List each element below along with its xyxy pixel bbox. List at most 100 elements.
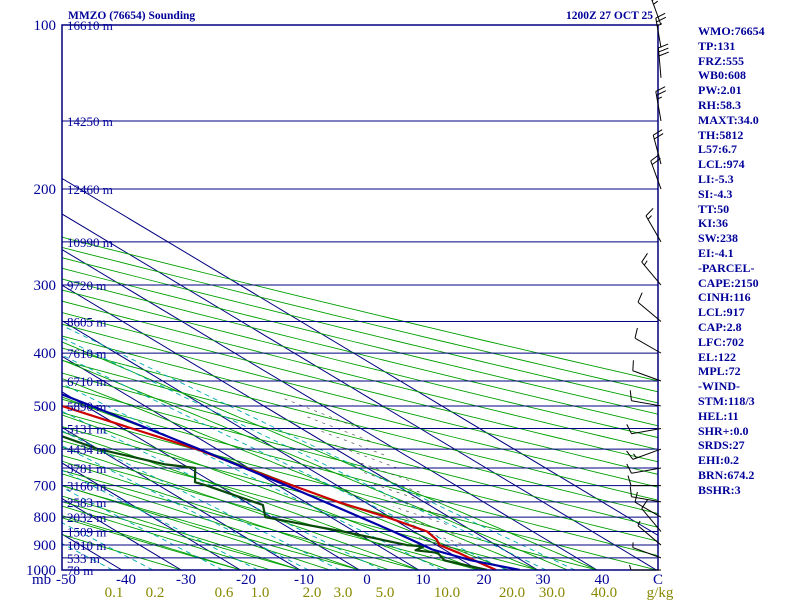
wind-barb-half-flag <box>629 564 632 571</box>
station-title: MMZO (76654) Sounding <box>68 10 195 22</box>
dewpoint-point <box>206 485 208 487</box>
wind-barb-staff <box>634 501 662 518</box>
parcel-point <box>286 485 288 487</box>
dry-adiabat-line <box>62 412 658 570</box>
wind-barb-flag <box>655 86 666 92</box>
pressure-label: 200 <box>34 182 57 198</box>
sounding-time: 1200Z 27 OCT 25 <box>566 10 653 22</box>
dry-adiabat-line <box>62 534 183 570</box>
wind-barb <box>629 390 662 407</box>
mixing-ratio-tick-label: 1.0 <box>251 585 270 600</box>
index-line: LFC:702 <box>698 334 744 349</box>
wind-barb-staff <box>634 337 662 354</box>
temperature-point <box>386 516 388 518</box>
temperature-tick-label: -10 <box>294 572 314 588</box>
height-label: 7610 m <box>67 346 106 361</box>
wind-barb-staff <box>655 17 662 48</box>
mixing-ratio-tick-label: 2.0 <box>303 585 322 600</box>
wind-barb-flag <box>627 475 632 486</box>
height-label: 2032 m <box>67 510 106 525</box>
dry-adiabat-line <box>62 469 421 570</box>
wind-barb-half-flag <box>643 260 648 266</box>
wind-barb-flag <box>650 154 660 162</box>
wind-barb-flag <box>637 292 643 303</box>
dry-adiabat-line <box>62 359 658 515</box>
wind-barb-flag <box>658 47 669 53</box>
wind-barb-flag <box>656 16 667 23</box>
dewpoint-point <box>164 463 166 465</box>
height-label: 12460 m <box>67 182 113 197</box>
pressure-label: 800 <box>34 510 57 526</box>
index-line: BSHR:3 <box>698 482 741 497</box>
height-label: 1509 m <box>67 525 106 540</box>
wind-barb-staff <box>645 215 662 243</box>
wind-barb-staff <box>651 0 662 26</box>
wind-barb <box>655 12 667 48</box>
temperature-tick-label: -20 <box>236 572 256 588</box>
dewpoint-point <box>406 544 408 546</box>
plot-frame <box>61 24 659 571</box>
height-label: 5890 m <box>67 399 106 414</box>
theta-e-guide <box>409 526 462 545</box>
wind-barb-flag <box>656 90 667 96</box>
temperature-tick-label: 40 <box>595 572 610 588</box>
temperature-point <box>337 501 339 503</box>
theta-e-guide <box>348 458 410 481</box>
dry-adiabat-line <box>62 440 540 570</box>
dry-adiabat-line <box>62 236 658 382</box>
dewpoint-point <box>342 530 344 533</box>
wind-barb <box>652 129 664 165</box>
wind-barb <box>629 486 662 503</box>
pressure-label: 300 <box>34 278 57 294</box>
dry-adiabat-line <box>62 517 243 570</box>
height-label: 533 m <box>67 551 100 566</box>
wind-barb <box>637 292 662 322</box>
dry-adiabat-line <box>62 485 362 570</box>
moist-adiabat-line <box>62 460 390 570</box>
wind-barb-staff <box>652 135 662 165</box>
dry-adiabat-line <box>62 372 658 528</box>
wind-barb-flag <box>641 253 648 263</box>
wind-barb-staff <box>631 467 662 474</box>
pressure-label: 1000 <box>26 563 56 579</box>
dry-adiabat-line <box>62 347 658 501</box>
temperature-tick-label: -40 <box>116 572 136 588</box>
wind-barb-flag <box>655 12 666 19</box>
temperature-point <box>457 552 460 554</box>
pressure-label: 900 <box>34 538 57 554</box>
index-line: -PARCEL- <box>698 260 755 275</box>
index-line: TP:131 <box>698 38 736 53</box>
theta-e-guide <box>383 495 439 515</box>
wind-barb-half-flag <box>653 0 658 5</box>
index-line: EI:-4.1 <box>698 245 734 260</box>
height-label: 6710 m <box>67 374 106 389</box>
dry-adiabat-line <box>62 398 658 557</box>
temperature-point <box>292 485 294 487</box>
index-line: KI:36 <box>698 216 728 231</box>
temperature-tick-label: 30 <box>536 572 551 588</box>
mixing-ratio-tick-label: 40.0 <box>591 585 617 600</box>
parcel-profile <box>62 393 521 570</box>
wind-barb-flag <box>629 390 632 401</box>
mixing-ratio-line <box>62 430 341 570</box>
mixing-ratio-line <box>62 337 547 570</box>
height-label: 14250 m <box>67 114 113 129</box>
wind-barb-flag <box>654 133 664 140</box>
dewpoint-point <box>264 516 266 518</box>
mixing-ratio-tick-label: 0.6 <box>215 585 234 600</box>
index-line: BRN:674.2 <box>698 467 755 482</box>
index-line: TT:50 <box>698 201 730 216</box>
dewpoint-point <box>39 428 40 429</box>
wind-barb-half-flag <box>656 96 663 100</box>
index-line: CAP:2.8 <box>698 319 742 334</box>
wind-barb-flag <box>651 0 654 1</box>
dry-adiabat-line <box>62 246 658 393</box>
wind-barb-staff <box>637 525 662 546</box>
wind-barb-flag <box>629 486 632 497</box>
dewpoint-point <box>97 448 99 450</box>
temperature-point <box>131 427 133 430</box>
index-line: LCL:974 <box>698 157 745 172</box>
wind-barb <box>632 360 662 382</box>
wind-barb-staff <box>632 448 662 460</box>
